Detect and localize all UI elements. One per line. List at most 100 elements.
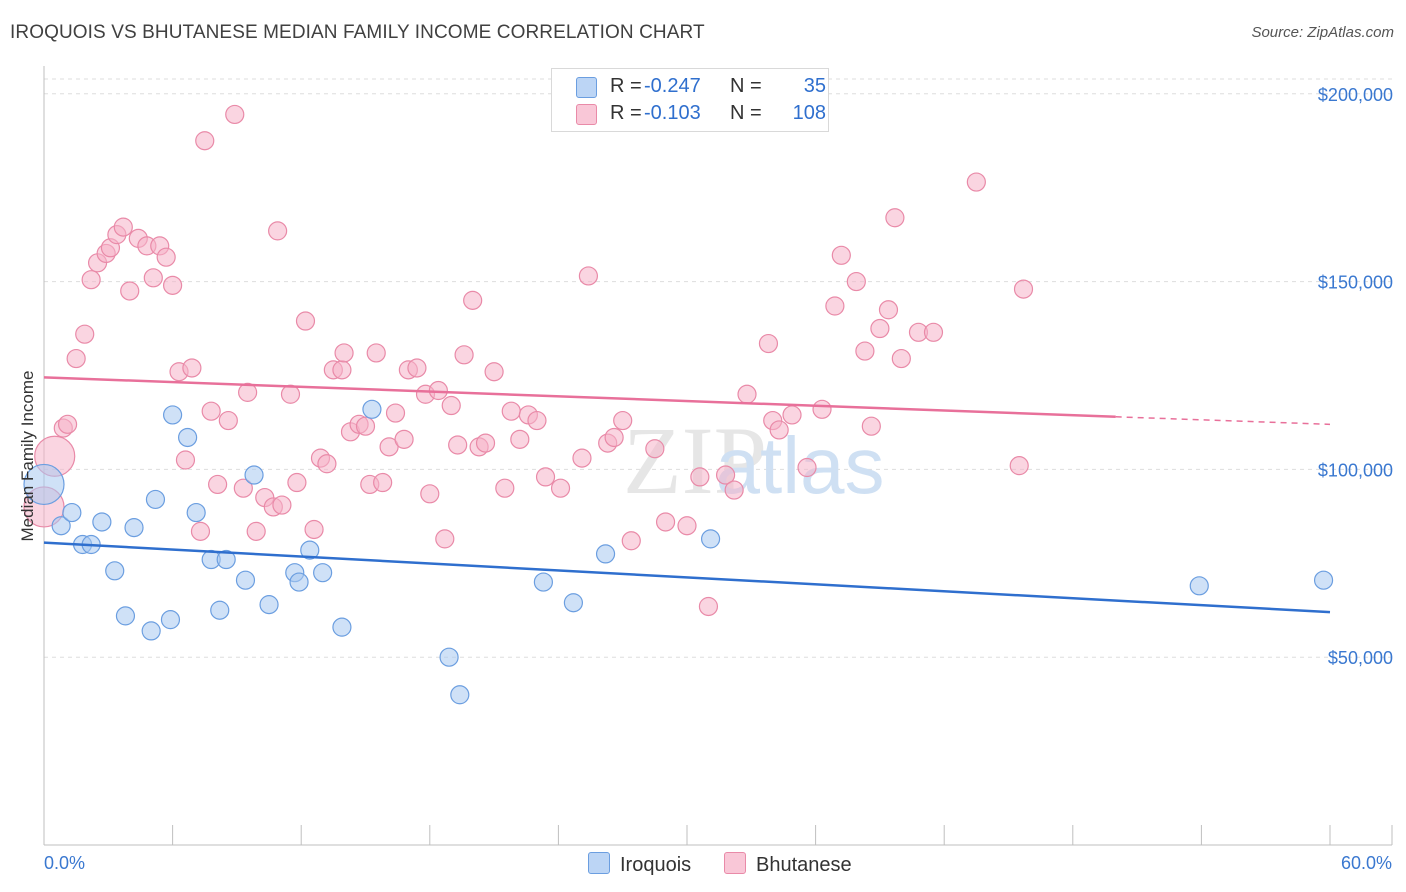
bhutanese-point <box>475 433 496 453</box>
bhutanese-point <box>1013 279 1034 299</box>
legend-r-value: -0.103 <box>644 102 701 124</box>
source-label: Source: ZipAtlas.com <box>1251 24 1394 41</box>
bhutanese-point <box>190 521 211 541</box>
bhutanese-point <box>758 333 779 354</box>
trend-lines <box>43 376 1331 614</box>
legend-n-value: 35 <box>803 75 826 97</box>
bhutanese-point <box>201 401 221 421</box>
bhutanese-point <box>394 429 414 449</box>
iroquois-point <box>115 606 136 626</box>
bhutanese-point <box>332 360 352 380</box>
bottom-legend-iroquois: Iroquois <box>588 852 691 877</box>
x-tick-label-max: 60.0% <box>1341 853 1392 873</box>
iroquois-point <box>163 405 183 425</box>
bhutanese-point <box>510 429 530 449</box>
bhutanese-trend-extension <box>1115 416 1331 426</box>
bhutanese-point <box>831 245 851 265</box>
bhutanese-point <box>878 300 899 320</box>
legend-n-value: 108 <box>792 102 826 124</box>
x-tick-label-min: 0.0% <box>44 853 85 873</box>
bhutanese-point <box>1009 456 1029 476</box>
iroquois-point <box>1189 576 1209 596</box>
bhutanese-point <box>645 439 665 459</box>
bhutanese-point <box>373 472 393 493</box>
legend-n-label: N = <box>730 102 762 124</box>
iroquois-point <box>362 399 382 419</box>
bhutanese-point <box>604 427 624 448</box>
iroquois-point <box>160 610 181 630</box>
iroquois-point <box>700 529 721 549</box>
iroquois-point <box>300 540 320 560</box>
bhutanese-point <box>334 343 354 363</box>
bhutanese-point <box>923 322 944 342</box>
iroquois-point <box>145 489 166 510</box>
bhutanese-point <box>218 410 238 431</box>
bhutanese-point <box>448 435 468 455</box>
correlation-legend: R = -0.247 N = 35 R = -0.103 N = 108 <box>551 68 829 132</box>
bhutanese-point <box>175 450 196 470</box>
iroquois-point <box>332 617 352 637</box>
bhutanese-point <box>812 399 832 419</box>
iroquois-trend-line <box>43 541 1331 614</box>
bhutanese-point <box>317 454 337 474</box>
bhutanese-point <box>366 343 386 363</box>
iroquois-point <box>259 595 279 615</box>
bhutanese-point <box>143 268 163 288</box>
bhutanese-point <box>782 405 802 425</box>
bhutanese-point <box>797 457 817 478</box>
iroquois-point <box>533 572 553 592</box>
bhutanese-point <box>208 474 228 495</box>
iroquois-point <box>313 563 333 583</box>
bhutanese-point <box>715 465 736 485</box>
bhutanese-point <box>195 131 215 151</box>
bhutanese-point <box>613 410 633 431</box>
iroquois-point <box>210 600 230 620</box>
series-bhutanese <box>23 104 1034 617</box>
series-iroquois <box>23 399 1334 705</box>
bhutanese-point <box>385 403 406 423</box>
bhutanese-point <box>724 480 744 500</box>
bhutanese-point <box>891 348 911 369</box>
bhutanese-point <box>156 247 176 267</box>
iroquois-point <box>289 572 309 592</box>
iroquois-legend-label: Iroquois <box>620 854 692 876</box>
bhutanese-point <box>355 416 376 436</box>
bhutanese-trend-line <box>43 376 1116 419</box>
bhutanese-point <box>737 384 757 404</box>
bhutanese-point <box>825 296 845 316</box>
legend-r-label: R = <box>610 75 642 97</box>
iroquois-point <box>178 427 198 448</box>
bhutanese-point <box>407 358 427 378</box>
bhutanese-point <box>535 467 556 487</box>
legend-n-label: N = <box>730 75 762 97</box>
bhutanese-point <box>495 478 515 498</box>
bhutanese-point <box>182 358 202 378</box>
bhutanese-point <box>81 270 101 290</box>
bhutanese-point <box>769 420 789 440</box>
bhutanese-point <box>225 104 245 125</box>
iroquois-legend-swatch <box>588 852 610 874</box>
bhutanese-point <box>846 271 866 292</box>
bhutanese-point <box>113 217 133 237</box>
y-tick-label: $200,000 <box>1318 85 1393 105</box>
y-axis-label: Median Family Income <box>18 370 37 541</box>
iroquois-point <box>450 685 470 705</box>
bhutanese-point <box>463 290 483 310</box>
bhutanese-point <box>572 448 592 468</box>
bhutanese-point <box>966 172 986 192</box>
bhutanese-point <box>870 318 890 339</box>
bhutanese-point <box>287 472 307 493</box>
bhutanese-point <box>677 516 697 536</box>
bhutanese-point <box>272 495 292 515</box>
bhutanese-point <box>885 208 905 228</box>
bhutanese-point <box>238 382 258 402</box>
y-tick-label: $100,000 <box>1318 460 1393 480</box>
iroquois-point <box>186 502 206 523</box>
bhutanese-point <box>163 275 183 295</box>
bhutanese-point <box>441 395 461 416</box>
bhutanese-point <box>454 345 474 365</box>
iroquois-point <box>1313 570 1334 590</box>
bhutanese-point <box>861 416 881 436</box>
y-tick-label: $50,000 <box>1328 648 1393 668</box>
